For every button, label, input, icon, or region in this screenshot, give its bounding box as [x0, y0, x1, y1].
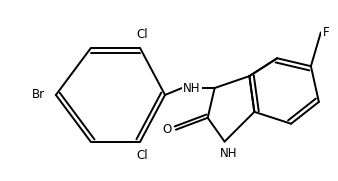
Text: F: F	[322, 26, 329, 39]
Text: NH: NH	[183, 81, 200, 94]
Text: NH: NH	[220, 147, 237, 160]
Text: O: O	[162, 123, 172, 136]
Text: Cl: Cl	[137, 28, 148, 41]
Text: Cl: Cl	[137, 149, 148, 162]
Text: Br: Br	[31, 89, 45, 102]
